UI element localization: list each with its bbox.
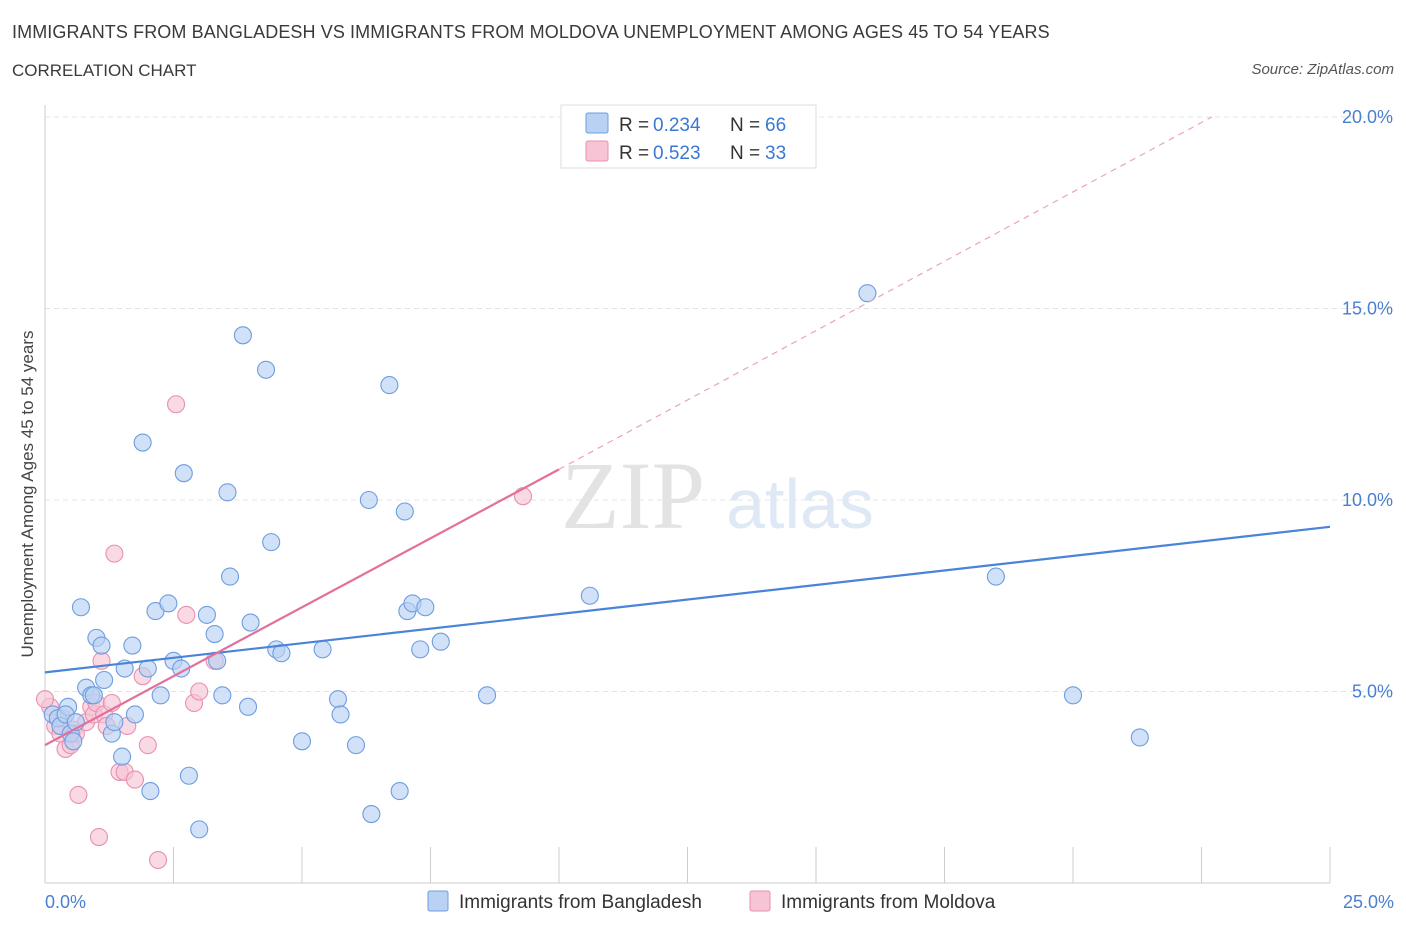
- watermark-atlas: atlas: [726, 465, 874, 543]
- bangladesh-point: [328, 690, 348, 709]
- y-axis-label: Unemployment Among Ages 45 to 54 years: [18, 331, 37, 658]
- y-tick-label: 5.0%: [1352, 682, 1393, 702]
- x-tick-label-max: 25.0%: [1343, 892, 1394, 912]
- bangladesh-point: [580, 586, 599, 605]
- legend-r-label-1: R =: [619, 115, 649, 136]
- bangladesh-point: [190, 820, 209, 839]
- bangladesh-point: [92, 636, 111, 655]
- legend-bottom: Immigrants from Bangladesh Immigrants fr…: [427, 890, 996, 913]
- chart-subtitle: CORRELATION CHART: [12, 61, 197, 80]
- bangladesh-point: [141, 782, 160, 801]
- y-tick-labels: 5.0% 10.0% 15.0% 20.0%: [1342, 107, 1393, 702]
- bangladesh-point: [84, 686, 103, 705]
- moldova-point: [190, 682, 209, 701]
- bangladesh-point: [431, 632, 450, 651]
- trend-line-bangladesh: [44, 525, 1331, 674]
- bangladesh-point: [174, 464, 193, 483]
- moldova-point: [69, 785, 88, 804]
- moldova-point: [138, 736, 157, 755]
- bangladesh-point: [151, 686, 170, 705]
- bangladesh-point: [411, 640, 430, 659]
- moldova-point: [35, 690, 55, 709]
- bottom-legend-swatch-bangladesh: [427, 890, 449, 912]
- bangladesh-point: [113, 747, 132, 766]
- bangladesh-point: [362, 805, 381, 824]
- gridlines: [45, 116, 1390, 692]
- bangladesh-point: [395, 502, 414, 521]
- moldova-point: [513, 487, 533, 506]
- bangladesh-point: [477, 686, 497, 705]
- bangladesh-point: [292, 732, 312, 751]
- bangladesh-point: [197, 605, 216, 624]
- legend-swatch-bangladesh: [585, 112, 609, 134]
- watermark-zip: ZIP: [561, 442, 705, 549]
- bangladesh-point: [241, 613, 260, 632]
- bangladesh-point: [95, 670, 114, 690]
- x-tick-label-min: 0.0%: [45, 892, 86, 912]
- chart-title: IMMIGRANTS FROM BANGLADESH VS IMMIGRANTS…: [12, 22, 1050, 42]
- bottom-legend-label-moldova: Immigrants from Moldova: [781, 892, 996, 913]
- y-tick-label: 20.0%: [1342, 107, 1393, 127]
- bottom-legend-label-bangladesh: Immigrants from Bangladesh: [459, 892, 702, 913]
- trend-line-moldova-extension: [558, 116, 1213, 470]
- legend-r-label-2: R =: [619, 143, 649, 164]
- bangladesh-point: [380, 376, 399, 395]
- x-ticks: [173, 847, 1331, 883]
- bangladesh-point: [986, 567, 1005, 586]
- series-moldova-points: [35, 395, 533, 870]
- bangladesh-point: [123, 636, 142, 655]
- bangladesh-point: [138, 659, 157, 678]
- bangladesh-point: [416, 598, 435, 617]
- legend-n-value-1: 66: [765, 115, 786, 136]
- legend-top: R = 0.234 N = 66 R = 0.523 N = 33: [560, 104, 817, 169]
- legend-swatch-moldova: [585, 140, 609, 162]
- moldova-point: [105, 544, 124, 563]
- bangladesh-point: [159, 594, 178, 613]
- moldova-point: [177, 605, 196, 624]
- bangladesh-point: [359, 490, 378, 510]
- bangladesh-point: [858, 284, 877, 303]
- legend-r-value-1: 0.234: [653, 115, 701, 136]
- bangladesh-point: [205, 624, 224, 644]
- legend-n-value-2: 33: [765, 143, 786, 164]
- moldova-point: [125, 770, 144, 789]
- moldova-point: [149, 850, 168, 870]
- bangladesh-point: [390, 782, 409, 801]
- bottom-legend-swatch-moldova: [749, 890, 771, 912]
- legend-n-label-1: N =: [730, 115, 760, 136]
- y-tick-label: 15.0%: [1342, 299, 1393, 319]
- trend-lines: [44, 116, 1331, 747]
- bangladesh-point: [218, 483, 237, 502]
- bangladesh-point: [179, 766, 198, 785]
- bangladesh-point: [313, 640, 332, 659]
- source-label: Source: ZipAtlas.com: [1251, 61, 1394, 78]
- bangladesh-point: [213, 686, 232, 705]
- legend-r-value-2: 0.523: [653, 143, 701, 164]
- bangladesh-point: [1063, 686, 1083, 705]
- bangladesh-point: [105, 713, 124, 732]
- bangladesh-point: [331, 705, 350, 724]
- moldova-point: [167, 395, 186, 414]
- bangladesh-point: [71, 598, 91, 617]
- bangladesh-point: [346, 736, 366, 755]
- series-bangladesh-points: [43, 284, 1149, 839]
- bangladesh-point: [238, 697, 258, 716]
- bangladesh-point: [1130, 728, 1149, 747]
- bangladesh-point: [256, 360, 276, 379]
- bangladesh-point: [233, 326, 252, 345]
- bangladesh-point: [133, 433, 152, 452]
- trend-line-moldova: [44, 468, 560, 747]
- moldova-point: [89, 827, 109, 847]
- bangladesh-point: [262, 533, 281, 552]
- y-tick-label: 10.0%: [1342, 490, 1393, 510]
- bangladesh-point: [220, 567, 240, 586]
- bangladesh-point: [64, 732, 83, 751]
- legend-n-label-2: N =: [730, 143, 760, 164]
- bangladesh-point: [125, 705, 144, 724]
